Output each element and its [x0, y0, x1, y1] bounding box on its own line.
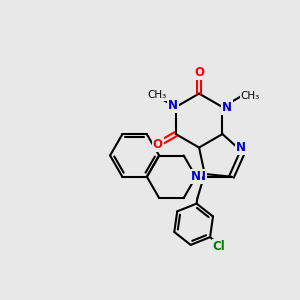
Text: O: O: [153, 138, 163, 151]
Text: CH₃: CH₃: [147, 90, 166, 100]
Text: N: N: [236, 141, 246, 154]
Text: N: N: [191, 170, 201, 183]
Text: N: N: [196, 170, 206, 183]
Text: O: O: [194, 66, 204, 79]
Text: CH₃: CH₃: [241, 91, 260, 101]
Text: N: N: [222, 100, 232, 114]
Text: N: N: [168, 99, 178, 112]
Text: Cl: Cl: [213, 240, 226, 253]
